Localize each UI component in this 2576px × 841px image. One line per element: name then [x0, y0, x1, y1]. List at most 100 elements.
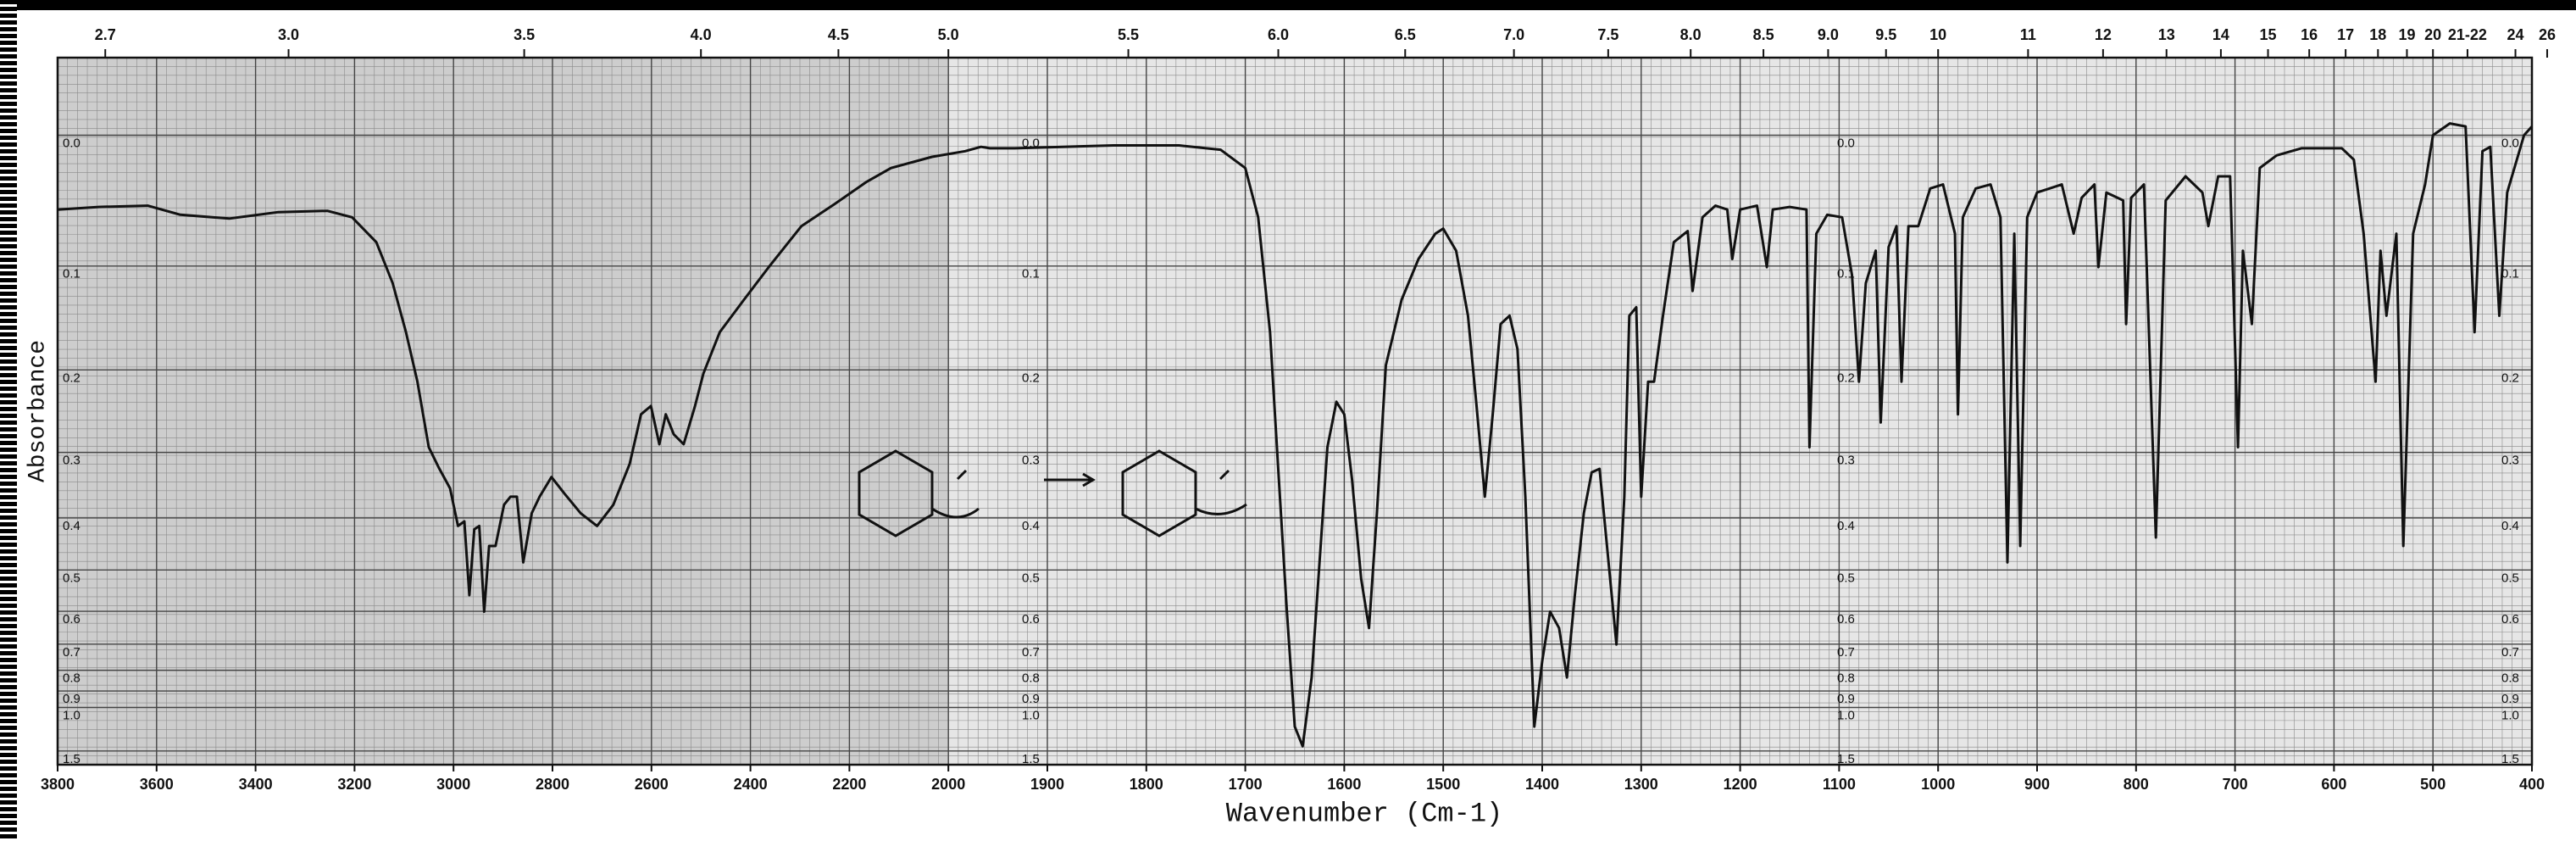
top-tick-label: 4.0: [691, 26, 712, 43]
y-tick-label: 0.2: [1022, 370, 1040, 385]
x-tick-label: 1600: [1327, 776, 1361, 793]
y-tick-label: 1.0: [63, 708, 80, 722]
x-tick-label: 3600: [140, 776, 174, 793]
top-tick-label: 16: [2301, 26, 2318, 43]
top-tick-label: 14: [2212, 26, 2229, 43]
x-tick-label: 2200: [832, 776, 866, 793]
top-tick-label: 4.5: [828, 26, 849, 43]
y-tick-label: 0.8: [1022, 671, 1040, 686]
x-tick-label: 1000: [1921, 776, 1955, 793]
top-tick-label: 19: [2398, 26, 2415, 43]
y-tick-label: 0.3: [1022, 454, 1040, 468]
y-tick-label: 0.6: [2501, 612, 2519, 627]
top-tick-label: 7.0: [1503, 26, 1524, 43]
y-tick-label: 1.0: [1022, 708, 1040, 722]
x-tick-label: 1400: [1525, 776, 1559, 793]
y-tick-label: 1.0: [1837, 708, 1855, 722]
y-tick-label: 1.5: [1837, 752, 1855, 766]
plot-area: 3800 3600 3400 3200 3000 2800 2600 2400 2200 2000…: [41, 26, 2556, 793]
top-tick-label: 13: [2158, 26, 2175, 43]
x-tick-label: 3800: [41, 776, 75, 793]
top-tick-label: 5.5: [1118, 26, 1139, 43]
top-tick-label: 8.0: [1680, 26, 1702, 43]
x-tick-label: 500: [2420, 776, 2446, 793]
y-tick-label: 0.8: [1837, 671, 1855, 686]
x-tick-label: 2400: [734, 776, 768, 793]
spectrum-line: [57, 122, 2534, 748]
y-tick-label: 1.5: [63, 752, 80, 766]
top-tick-label: 17: [2337, 26, 2354, 43]
y-tick-label: 0.5: [2501, 571, 2519, 585]
y-tick-label: 1.5: [2501, 752, 2519, 766]
y-tick-label: 1.0: [2501, 708, 2519, 722]
y-tick-label: 0.3: [2501, 454, 2519, 468]
x-tick-label: 1300: [1624, 776, 1658, 793]
y-tick-label: 0.8: [63, 671, 80, 686]
y-tick-label: 0.3: [1837, 454, 1855, 468]
y-tick-label: 0.6: [1837, 612, 1855, 627]
y-tick-label: 0.4: [63, 519, 80, 533]
y-tick-label: 0.9: [63, 692, 80, 706]
x-tick-label: 1900: [1030, 776, 1064, 793]
x-axis-title: Wavenumber (Cm-1): [1226, 798, 1502, 829]
y-tick-label: 0.9: [1837, 692, 1855, 706]
top-tick-label: 18: [2369, 26, 2386, 43]
y-tick-label: 0.1: [1022, 267, 1040, 281]
y-tick-label: 0.1: [63, 267, 80, 281]
y-tick-label: 0.5: [63, 571, 80, 585]
x-tick-label: 3400: [239, 776, 273, 793]
x-tick-label: 1200: [1724, 776, 1757, 793]
y-tick-label: 0.9: [2501, 692, 2519, 706]
plot-frame: [56, 56, 2534, 766]
top-tick-label: 21-22: [2448, 26, 2487, 43]
x-tick-label: 2000: [931, 776, 965, 793]
x-tick-label: 3200: [337, 776, 371, 793]
top-tick-label: 11: [2020, 26, 2036, 43]
y-tick-label: 0.2: [1837, 370, 1855, 385]
y-tick-label: 0.3: [63, 454, 80, 468]
y-tick-label: 0.6: [63, 612, 80, 627]
y-tick-label: 0.7: [1022, 645, 1040, 660]
top-tick-label: 2.7: [95, 26, 116, 43]
y-tick-label: 0.0: [1837, 136, 1855, 150]
left-border: [0, 0, 17, 841]
x-tick-label: 2600: [635, 776, 669, 793]
y-tick-label: 0.4: [1837, 519, 1855, 533]
top-border: [0, 0, 2576, 10]
top-tick-label: 26: [2539, 26, 2556, 43]
x-tick-label: 600: [2321, 776, 2346, 793]
y-tick-label: 0.5: [1837, 571, 1855, 585]
x-tick-label: 3000: [436, 776, 470, 793]
structure-sketch: [858, 449, 1247, 537]
x-tick-label: 1800: [1130, 776, 1163, 793]
y-tick-label: 0.7: [63, 645, 80, 660]
y-tick-label: 0.2: [2501, 370, 2519, 385]
y-axis-title: Absorbance: [25, 340, 51, 482]
top-tick-label: 12: [2095, 26, 2112, 43]
y-tick-label: 0.0: [63, 136, 80, 150]
y-tick-label: 1.5: [1022, 752, 1040, 766]
top-tick-label: 8.5: [1753, 26, 1774, 43]
top-tick-label: 3.0: [278, 26, 299, 43]
x-tick-label: 400: [2519, 776, 2545, 793]
y-tick-label: 0.7: [1837, 645, 1855, 660]
y-tick-label: 0.7: [2501, 645, 2519, 660]
top-tick-label: 7.5: [1597, 26, 1618, 43]
x-tick-label: 2800: [536, 776, 569, 793]
top-tick-label: 20: [2424, 26, 2441, 43]
top-tick-label: 5.0: [938, 26, 959, 43]
y-tick-label: 0.4: [2501, 519, 2519, 533]
x-tick-label: 1700: [1229, 776, 1263, 793]
y-tick-label: 0.8: [2501, 671, 2519, 686]
top-tick-label: 15: [2260, 26, 2277, 43]
top-tick-label: 6.5: [1395, 26, 1416, 43]
top-tick-label: 10: [1929, 26, 1946, 43]
y-tick-label: 0.6: [1022, 612, 1040, 627]
top-tick-label: 6.0: [1268, 26, 1289, 43]
top-tick-label: 24: [2507, 26, 2524, 43]
top-tick-label: 9.0: [1818, 26, 1839, 43]
x-tick-label: 900: [2024, 776, 2050, 793]
x-tick-label: 800: [2124, 776, 2149, 793]
top-tick-label: 9.5: [1875, 26, 1896, 43]
